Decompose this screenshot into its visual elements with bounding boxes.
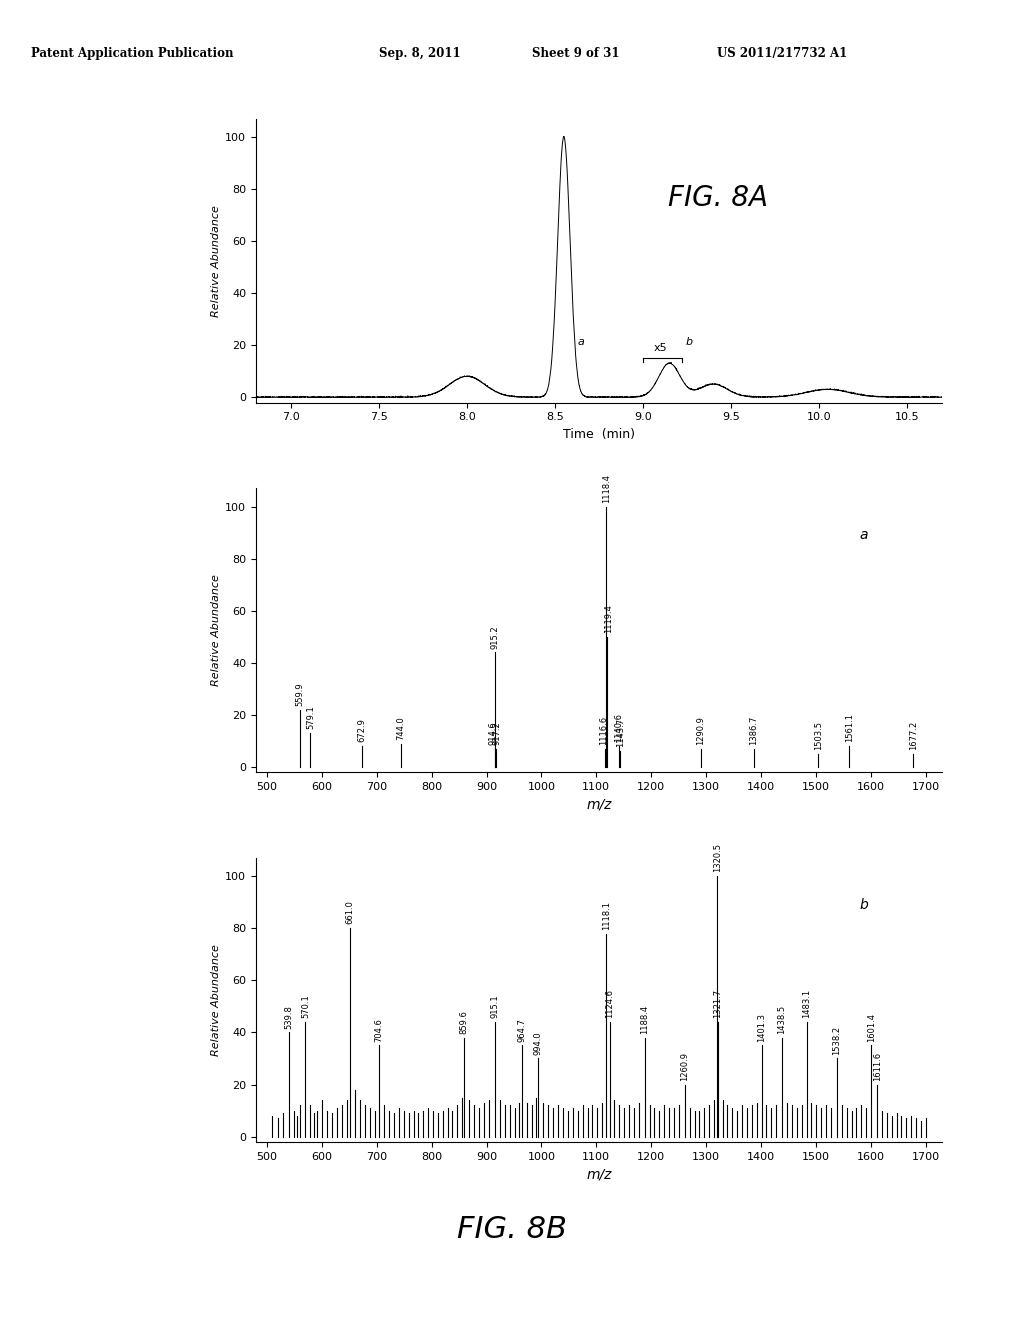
Text: 915.1: 915.1: [490, 994, 500, 1018]
Text: x5: x5: [653, 342, 668, 352]
Text: 744.0: 744.0: [396, 715, 406, 739]
Text: 1290.9: 1290.9: [696, 715, 706, 744]
X-axis label: m/z: m/z: [587, 1167, 611, 1181]
Text: 859.6: 859.6: [460, 1010, 469, 1034]
Text: 1677.2: 1677.2: [908, 721, 918, 750]
Text: b: b: [860, 898, 868, 912]
Text: 1503.5: 1503.5: [814, 721, 823, 750]
Text: 1483.1: 1483.1: [802, 989, 811, 1018]
Text: 914.6: 914.6: [488, 721, 498, 744]
Text: 1188.4: 1188.4: [640, 1005, 649, 1034]
Text: 1386.7: 1386.7: [750, 715, 758, 744]
Text: Sheet 9 of 31: Sheet 9 of 31: [532, 46, 620, 59]
Text: b: b: [685, 338, 692, 347]
Text: 559.9: 559.9: [295, 682, 304, 706]
Text: Sep. 8, 2011: Sep. 8, 2011: [379, 46, 461, 59]
Text: 915.2: 915.2: [490, 624, 500, 648]
Text: 1118.1: 1118.1: [602, 900, 610, 929]
Text: 1140.6: 1140.6: [614, 713, 623, 742]
Text: 1116.6: 1116.6: [599, 715, 608, 744]
X-axis label: Time  (min): Time (min): [563, 428, 635, 441]
Text: 704.6: 704.6: [375, 1018, 384, 1041]
Text: 994.0: 994.0: [534, 1031, 543, 1055]
Text: 1143.7: 1143.7: [615, 718, 625, 747]
Text: 1611.6: 1611.6: [872, 1052, 882, 1081]
Text: a: a: [578, 338, 585, 347]
Text: 1561.1: 1561.1: [845, 713, 854, 742]
Text: 1321.7: 1321.7: [714, 989, 723, 1018]
Text: Patent Application Publication: Patent Application Publication: [31, 46, 233, 59]
Text: FIG. 8B: FIG. 8B: [457, 1216, 567, 1245]
Text: 1260.9: 1260.9: [680, 1052, 689, 1081]
Text: 1401.3: 1401.3: [757, 1012, 766, 1041]
Text: 672.9: 672.9: [357, 718, 367, 742]
Text: a: a: [860, 528, 868, 543]
Text: 570.1: 570.1: [301, 994, 310, 1018]
Text: 1438.5: 1438.5: [777, 1005, 786, 1034]
Text: 1538.2: 1538.2: [833, 1026, 842, 1055]
Text: 964.7: 964.7: [517, 1018, 526, 1041]
Text: 661.0: 661.0: [345, 900, 354, 924]
Text: 579.1: 579.1: [306, 705, 315, 729]
Text: 917.2: 917.2: [493, 721, 502, 744]
X-axis label: m/z: m/z: [587, 797, 611, 812]
Y-axis label: Relative Abundance: Relative Abundance: [211, 205, 221, 317]
Text: 539.8: 539.8: [285, 1005, 293, 1028]
Text: 1119.4: 1119.4: [604, 605, 613, 632]
Y-axis label: Relative Abundance: Relative Abundance: [211, 944, 221, 1056]
Text: 1124.6: 1124.6: [605, 989, 614, 1018]
Text: US 2011/217732 A1: US 2011/217732 A1: [717, 46, 847, 59]
Text: 1601.4: 1601.4: [867, 1012, 876, 1041]
Text: 1320.5: 1320.5: [713, 843, 722, 873]
Text: FIG. 8A: FIG. 8A: [668, 185, 768, 213]
Y-axis label: Relative Abundance: Relative Abundance: [211, 574, 221, 686]
Text: 1118.4: 1118.4: [602, 474, 611, 503]
